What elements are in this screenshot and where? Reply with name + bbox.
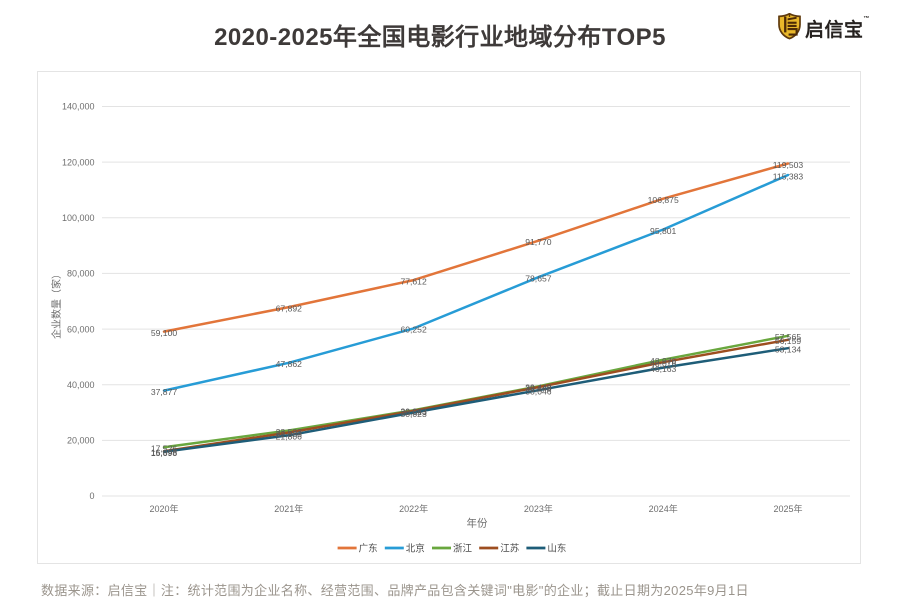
svg-text:56,159: 56,159 [775,336,802,346]
svg-text:46,163: 46,163 [650,364,677,374]
svg-text:40,000: 40,000 [67,380,95,390]
svg-text:77,612: 77,612 [400,276,427,286]
svg-text:120,000: 120,000 [62,157,95,167]
svg-text:年份: 年份 [467,517,488,530]
svg-text:67,892: 67,892 [276,303,303,313]
svg-text:23,533: 23,533 [276,427,303,437]
svg-text:21,806: 21,806 [276,432,303,442]
svg-text:2020年: 2020年 [149,503,178,514]
svg-text:80,000: 80,000 [67,269,95,279]
svg-text:59,100: 59,100 [151,328,178,338]
svg-text:22,808: 22,808 [276,429,303,439]
svg-text:0: 0 [89,491,94,501]
svg-text:30,623: 30,623 [400,407,427,417]
svg-text:浙江: 浙江 [453,542,473,554]
svg-text:140,000: 140,000 [62,102,95,112]
svg-text:57,565: 57,565 [775,332,802,342]
svg-text:企业数量（家）: 企业数量（家） [50,269,63,339]
svg-text:115,383: 115,383 [773,171,804,181]
svg-text:2022年: 2022年 [399,503,428,514]
svg-text:2021年: 2021年 [274,503,303,514]
svg-text:江苏: 江苏 [500,542,520,554]
svg-text:78,657: 78,657 [525,274,552,284]
svg-text:30,843: 30,843 [400,407,427,417]
svg-text:2024年: 2024年 [649,503,678,514]
svg-text:37,877: 37,877 [151,387,178,397]
svg-text:106,875: 106,875 [648,195,679,205]
svg-text:17,526: 17,526 [151,444,178,454]
svg-text:119,503: 119,503 [773,160,804,170]
svg-text:47,862: 47,862 [276,359,303,369]
svg-text:2023年: 2023年 [524,503,553,514]
svg-text:北京: 北京 [406,542,425,554]
svg-text:91,770: 91,770 [525,237,552,247]
svg-text:95,801: 95,801 [650,226,677,236]
svg-text:60,000: 60,000 [67,324,95,334]
svg-text:48,076: 48,076 [650,359,677,369]
svg-text:15,898: 15,898 [151,448,178,458]
svg-text:30,023: 30,023 [400,409,427,419]
svg-text:60,252: 60,252 [400,325,427,335]
svg-text:山东: 山东 [547,542,566,554]
svg-text:39,148: 39,148 [525,383,552,393]
svg-text:38,046: 38,046 [525,387,552,397]
svg-text:广东: 广东 [359,542,378,554]
svg-text:2025年: 2025年 [773,503,802,514]
svg-text:100,000: 100,000 [62,213,95,223]
svg-text:48,976: 48,976 [650,356,677,366]
svg-text:53,134: 53,134 [775,345,802,355]
svg-text:39,448: 39,448 [525,383,552,393]
svg-text:20,000: 20,000 [67,436,95,446]
svg-text:16,096: 16,096 [151,448,178,458]
